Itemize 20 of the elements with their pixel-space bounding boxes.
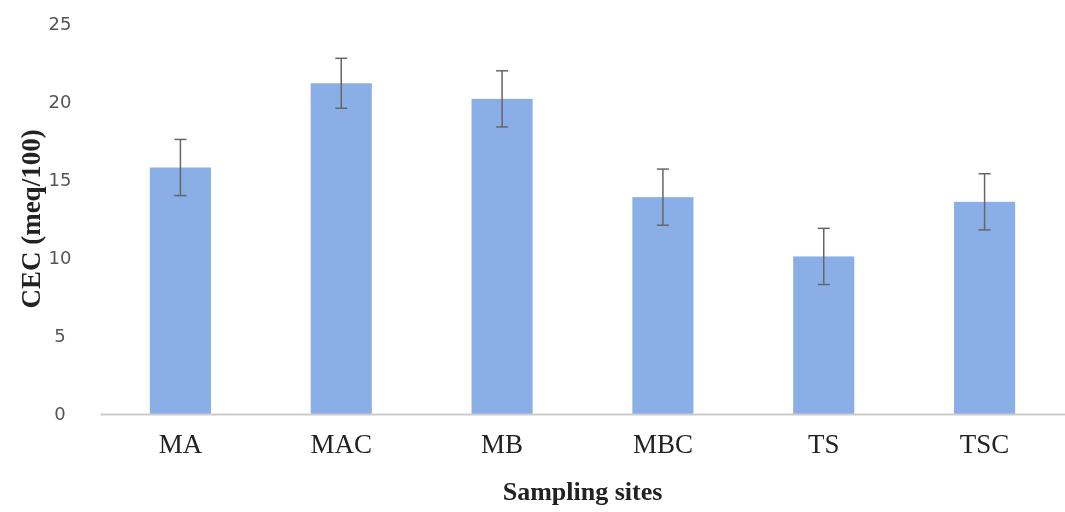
y-tick-label: 10 (48, 247, 72, 269)
y-tick-label: 5 (54, 325, 66, 347)
bar (149, 167, 211, 414)
bar (632, 197, 694, 414)
y-axis-title: CEC (meq/100) (16, 129, 46, 309)
y-tick-label: 20 (48, 91, 72, 113)
x-axis-title: Sampling sites (502, 477, 663, 506)
bar (954, 201, 1016, 414)
y-tick-label: 25 (48, 13, 72, 35)
x-tick-label: MAC (310, 429, 373, 460)
x-tick-label: TS (807, 429, 840, 460)
y-tick-label: 0 (54, 403, 66, 425)
bar (310, 83, 372, 414)
y-tick-label: 15 (48, 169, 72, 191)
bar (793, 256, 855, 414)
bar (471, 98, 533, 414)
x-tick-label: MBC (632, 429, 693, 460)
x-tick-label: MB (481, 429, 524, 460)
x-tick-label: TSC (959, 429, 1010, 460)
x-tick-label: MA (158, 429, 203, 460)
